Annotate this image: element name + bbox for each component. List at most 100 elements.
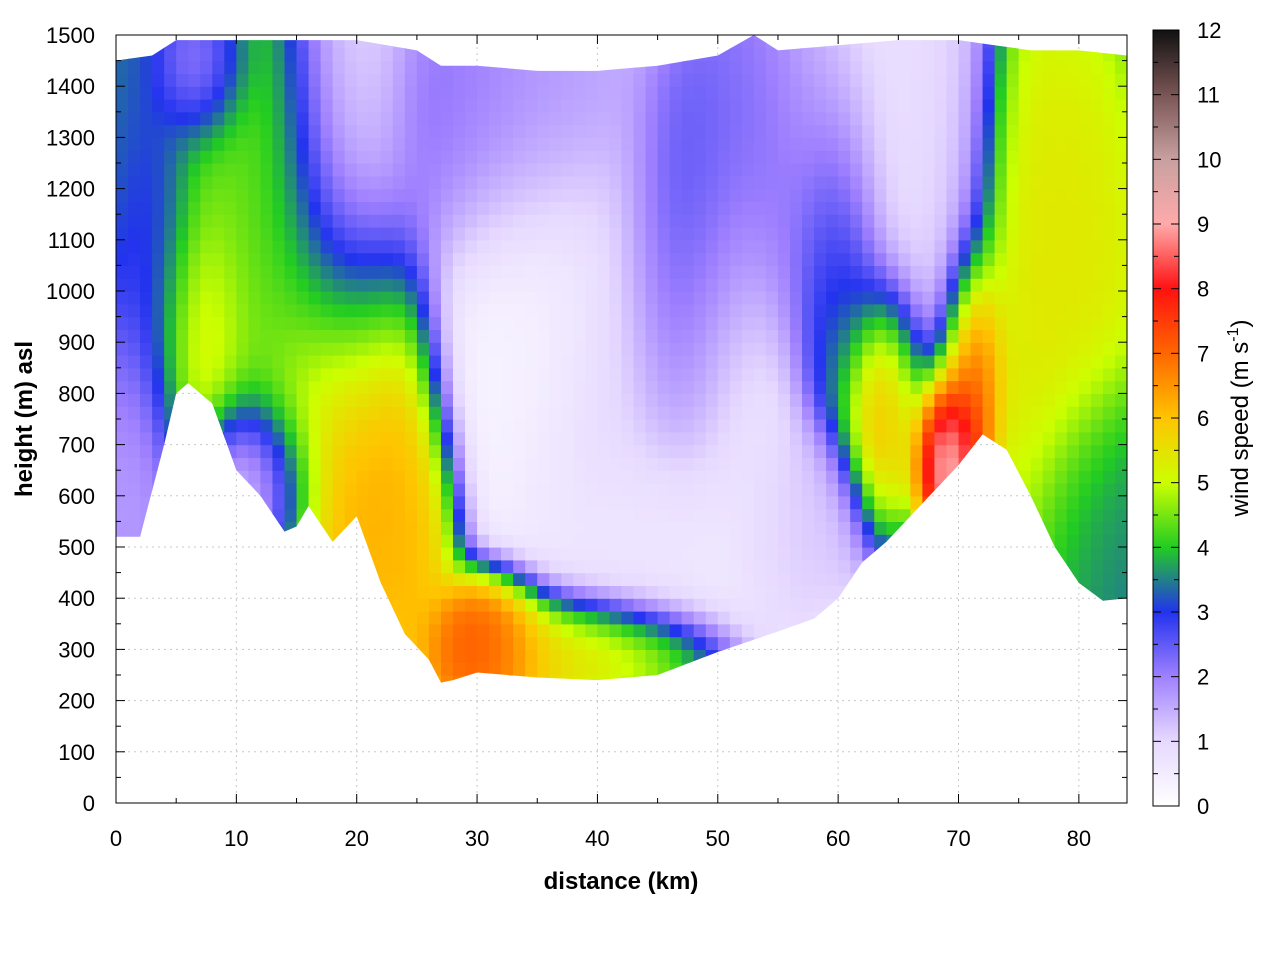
heatmap-cell (260, 585, 274, 599)
heatmap-cell (838, 713, 851, 726)
heatmap-cell (440, 559, 454, 574)
heatmap-cell (272, 265, 286, 279)
heatmap-cell (285, 752, 298, 765)
heatmap-cell (669, 662, 683, 676)
heatmap-cell (128, 47, 141, 62)
heatmap-cell (910, 329, 923, 343)
heatmap-cell (790, 201, 803, 215)
heatmap-cell (465, 303, 478, 318)
heatmap-cell (116, 662, 129, 676)
heatmap-cell (164, 649, 177, 663)
heatmap-cell (272, 188, 286, 202)
heatmap-cell (1102, 355, 1116, 369)
heatmap-cell (537, 163, 550, 177)
heatmap-cell (970, 86, 984, 100)
heatmap-cell (417, 739, 430, 752)
heatmap-cell (946, 701, 959, 714)
heatmap-cell (1030, 329, 1044, 343)
heatmap-cell (1042, 636, 1056, 650)
heatmap-cell (995, 765, 1008, 778)
heatmap-cell (561, 137, 574, 151)
heatmap-cell (1090, 534, 1104, 548)
heatmap-cell (693, 611, 707, 625)
heatmap-cell (814, 252, 827, 266)
heatmap-cell (994, 623, 1008, 638)
heatmap-cell (561, 495, 574, 510)
heatmap-cell (1030, 265, 1044, 279)
heatmap-cell (1090, 137, 1104, 151)
heatmap-cell (934, 137, 948, 151)
heatmap-cell (922, 419, 936, 433)
heatmap-cell (705, 99, 719, 113)
heatmap-cell (669, 534, 683, 548)
heatmap-cell (1102, 495, 1116, 510)
heatmap-cell (248, 175, 262, 190)
heatmap-cell (850, 726, 863, 739)
heatmap-cell (777, 444, 791, 458)
heatmap-cell (826, 73, 839, 87)
heatmap-cell (645, 86, 659, 100)
heatmap-cell (1067, 739, 1080, 752)
heatmap-cell (741, 611, 755, 625)
heatmap-cell (1018, 355, 1032, 369)
heatmap-cell (765, 457, 779, 471)
heatmap-cell (212, 713, 225, 726)
heatmap-cell (898, 611, 911, 625)
heatmap-cell (465, 278, 478, 292)
heatmap-cell (272, 508, 286, 522)
heatmap-cell (814, 303, 827, 318)
heatmap-cell (272, 291, 286, 305)
heatmap-cell (910, 495, 923, 510)
heatmap-cell (1043, 765, 1056, 778)
heatmap-cell (260, 303, 274, 318)
heatmap-cell (525, 265, 538, 279)
heatmap-cell (296, 175, 310, 190)
heatmap-cell (1102, 137, 1116, 151)
heatmap-cell (405, 713, 418, 726)
heatmap-cell (128, 163, 141, 177)
heatmap-cell (308, 316, 322, 330)
heatmap-cell (344, 265, 358, 279)
heatmap-cell (814, 483, 827, 497)
heatmap-cell (705, 163, 719, 177)
heatmap-cell (790, 47, 803, 62)
heatmap-cell (874, 623, 887, 638)
heatmap-cell (513, 483, 526, 497)
heatmap-cell (958, 636, 972, 650)
heatmap-cell (970, 303, 984, 318)
heatmap-cell (285, 777, 298, 790)
heatmap-cell (1066, 572, 1080, 586)
heatmap-cell (404, 419, 418, 433)
heatmap-cell (765, 611, 779, 625)
heatmap-cell (1054, 329, 1068, 343)
heatmap-cell (669, 111, 683, 126)
heatmap-cell (790, 534, 803, 548)
heatmap-cell (741, 252, 755, 266)
heatmap-cell (236, 790, 249, 803)
heatmap-cell (236, 419, 249, 433)
heatmap-cell (489, 316, 502, 330)
heatmap-cell (356, 380, 370, 394)
heatmap-cell (392, 611, 406, 625)
heatmap-cell (380, 598, 394, 612)
heatmap-cell (886, 483, 899, 497)
heatmap-cell (645, 444, 659, 458)
heatmap-cell (272, 60, 286, 74)
heatmap-cell (693, 188, 707, 202)
heatmap-cell (634, 790, 647, 803)
heatmap-cell (802, 636, 815, 650)
heatmap-cell (802, 726, 815, 739)
heatmap-cell (946, 329, 960, 343)
heatmap-cell (1066, 35, 1080, 49)
heatmap-cell (369, 701, 382, 714)
heatmap-cell (549, 86, 562, 100)
heatmap-cell (501, 150, 514, 164)
heatmap-cell (681, 278, 695, 292)
heatmap-cell (248, 252, 262, 266)
heatmap-cell (730, 790, 743, 803)
heatmap-cell (970, 419, 984, 433)
heatmap-cell (622, 688, 635, 701)
heatmap-cell (958, 99, 972, 113)
heatmap-cell (465, 508, 478, 522)
heatmap-cell (272, 316, 286, 330)
